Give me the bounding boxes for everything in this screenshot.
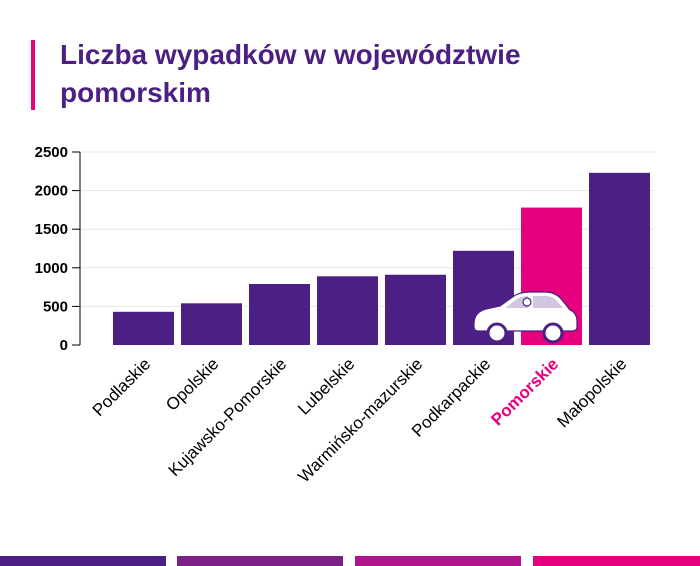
car-driver <box>522 297 532 307</box>
car-wheel <box>542 322 564 344</box>
x-tick-label: Opolskie <box>162 354 222 414</box>
y-tick-label: 1000 <box>35 260 68 277</box>
bar-opolskie <box>181 303 242 345</box>
footer-strip-4 <box>533 556 700 566</box>
x-tick-label: Podlaskie <box>89 354 155 420</box>
y-tick-label: 2000 <box>35 183 68 200</box>
bar-małopolskie <box>589 172 650 345</box>
bar-lubelskie <box>317 276 378 345</box>
y-tick-label: 500 <box>43 298 68 315</box>
footer-strip-1 <box>0 556 166 566</box>
bar-kujawsko-pomorskie <box>249 284 310 345</box>
chart-title: Liczba wypadków w województwie pomorskim <box>60 39 521 108</box>
footer-strip-2 <box>177 556 343 566</box>
x-tick-label: Kujawsko-Pomorskie <box>165 354 291 480</box>
car-icon <box>473 291 578 344</box>
y-tick-label: 2500 <box>35 144 68 161</box>
car-window-rear <box>533 296 563 308</box>
x-tick-label: Warmińsko-mazurskie <box>294 354 426 486</box>
x-tick-label: Lubelskie <box>294 354 358 418</box>
x-tick-label: Pomorskie <box>487 354 562 429</box>
bar-warmińsko-mazurskie <box>385 274 446 345</box>
y-tick-label: 1500 <box>35 221 68 238</box>
bar-podlaskie <box>113 311 174 345</box>
footer-strip-3 <box>355 556 521 566</box>
y-tick-label: 0 <box>60 337 68 354</box>
car-window-front <box>505 296 528 308</box>
x-tick-label: Małopolskie <box>553 354 630 431</box>
car-wheel <box>486 322 508 344</box>
title-accent-bar <box>31 40 35 110</box>
